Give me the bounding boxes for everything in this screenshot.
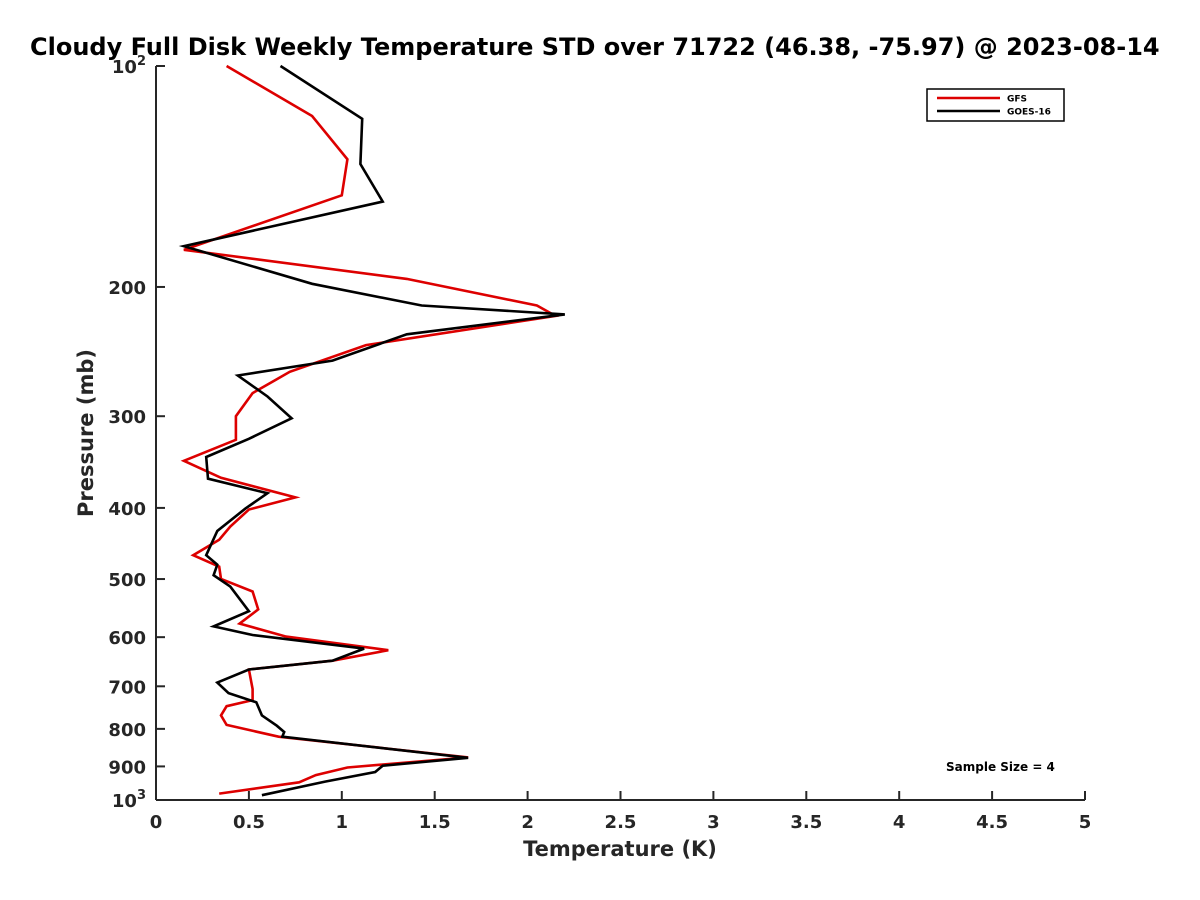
x-tick-label: 0.5 [233, 812, 265, 833]
y-tick-label: 102 [112, 54, 146, 78]
plot-area: 0 0.5 1 1.5 2 2.5 3 3.5 4 4.5 5 102 200 300 400 500 600 7… [108, 54, 1091, 833]
y-tick-label: 103 [112, 788, 146, 812]
legend: GFS GOES-16 [926, 88, 1065, 122]
x-tick-label: 4 [893, 812, 906, 833]
series-line-gfs [180, 64, 560, 795]
y-tick-label: 300 [108, 407, 146, 428]
legend-label: GFS [1007, 95, 1027, 105]
x-tick-label: 3.5 [790, 812, 822, 833]
x-axis-label: Temperature (K) [523, 837, 717, 861]
y-tick-label: 200 [108, 278, 146, 299]
legend-label: GOES-16 [1007, 108, 1051, 118]
sample-size-annotation: Sample Size = 4 [946, 760, 1055, 774]
x-tick-label: 3 [707, 812, 720, 833]
x-tick-label: 1 [336, 812, 349, 833]
x-tick-label: 2 [521, 812, 534, 833]
y-tick-label: 400 [108, 499, 146, 520]
y-tick-label: 500 [108, 570, 146, 591]
x-tick-label: 1.5 [419, 812, 451, 833]
x-tick-label: 4.5 [976, 812, 1008, 833]
series-line-goes-16 [178, 64, 565, 797]
chart-title: Cloudy Full Disk Weekly Temperature STD … [30, 33, 1160, 61]
y-axis-label: Pressure (mb) [74, 349, 98, 517]
y-tick-label: 600 [108, 628, 146, 649]
x-tick-label: 0 [150, 812, 163, 833]
x-tick-label: 5 [1079, 812, 1092, 833]
y-tick-label: 700 [108, 677, 146, 698]
legend-box [926, 88, 1065, 122]
y-tick-label: 800 [108, 720, 146, 741]
y-tick-label: 900 [108, 757, 146, 778]
x-tick-label: 2.5 [605, 812, 637, 833]
